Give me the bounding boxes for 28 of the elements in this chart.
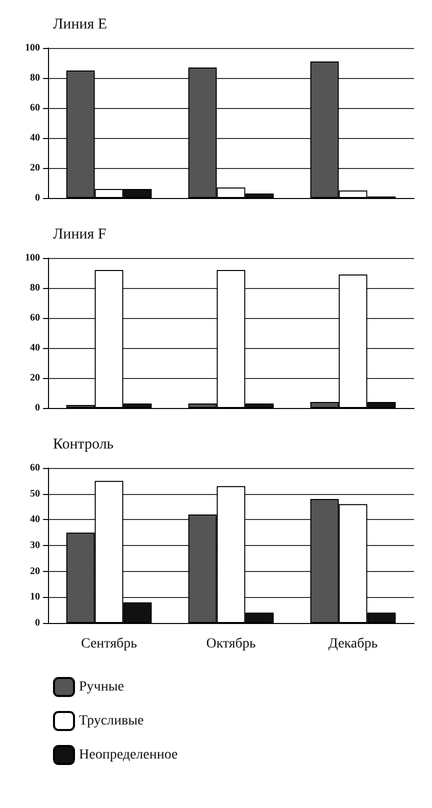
y-tick-label: 40: [30, 342, 40, 354]
y-tick-label: 80: [30, 282, 40, 294]
y-tick-label: 100: [25, 252, 40, 264]
chart-title: Линия F: [53, 226, 106, 242]
x-tick-label: Декабрь: [328, 636, 378, 652]
y-tick-label: 20: [30, 162, 40, 174]
y-tick-label: 60: [30, 102, 40, 114]
y-tick-label: 0: [35, 618, 40, 628]
legend-label: Ручные: [79, 680, 124, 694]
y-tick-label: 30: [30, 540, 40, 551]
y-tick-label: 20: [30, 566, 40, 577]
y-tick-label: 50: [30, 488, 40, 500]
chart-title: Контроль: [53, 436, 114, 452]
y-tick-label: 20: [30, 372, 40, 384]
y-tick-label: 0: [35, 192, 40, 204]
y-tick-label: 100: [25, 42, 40, 54]
y-tick-label: 0: [35, 402, 40, 414]
y-tick-label: 60: [30, 462, 40, 474]
y-tick-label: 40: [30, 514, 40, 526]
x-tick-label: Октябрь: [206, 636, 256, 652]
y-tick-label: 10: [30, 592, 40, 603]
x-tick-label: Сентябрь: [80, 636, 138, 652]
legend-label: Трусливые: [79, 714, 144, 728]
y-tick-label: 40: [30, 132, 40, 144]
y-tick-label: 60: [30, 312, 40, 324]
chart-title: Линия E: [53, 16, 108, 32]
y-tick-label: 80: [30, 72, 40, 84]
legend-label: Неопределенное: [79, 748, 178, 762]
